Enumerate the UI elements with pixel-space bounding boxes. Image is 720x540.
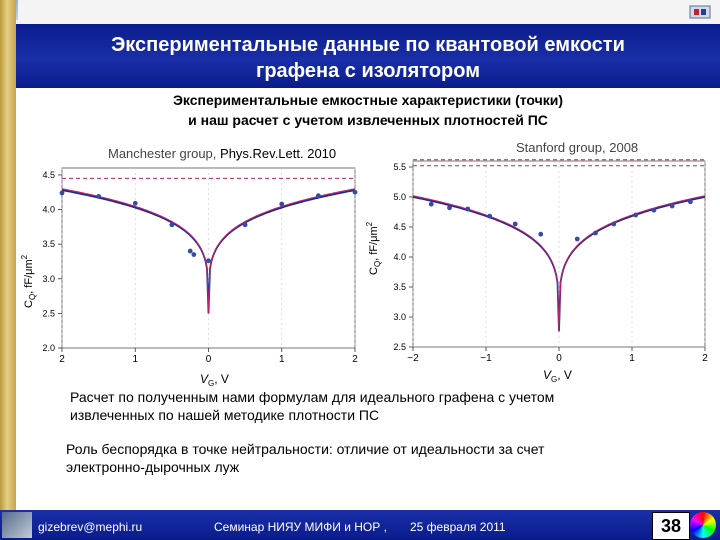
note-1-line-2: извлеченных по нашей методике плотности … — [70, 407, 380, 423]
right-data-point — [593, 230, 598, 236]
left-data-point — [352, 189, 358, 195]
right-x-tick-label: 1 — [629, 353, 635, 364]
left-x-tick-label: 2 — [59, 354, 65, 365]
left-data-point — [59, 190, 65, 196]
left-y-tick-label: 3.5 — [42, 239, 55, 249]
note-1-line-1: Расчет по полученным нами формулам для и… — [70, 389, 555, 405]
right-data-point — [428, 201, 434, 207]
top-strip — [16, 0, 720, 25]
right-data-point — [465, 206, 471, 212]
footer-seminar: Семинар НИЯУ МИФИ и НОР , — [214, 520, 387, 534]
left-ideal-curve — [61, 188, 356, 314]
slide-title-line-2: графена с изолятором — [255, 60, 480, 82]
left-y-tick-label: 4.0 — [42, 205, 55, 215]
right-data-point — [633, 212, 639, 218]
manchester-group-label: Manchester group, — [108, 146, 217, 161]
left-y-tick-label: 2.0 — [42, 343, 55, 353]
right-y-tick-label: 4.5 — [393, 222, 406, 232]
subtitle-line-2: и наш расчет с учетом извлеченных плотно… — [188, 112, 548, 128]
institute-logo — [689, 5, 711, 19]
right-x-tick-label: 0 — [556, 353, 562, 364]
stanford-chart: −2 −1 0 1 22.53.03.54.04.55.05.5 CQ, fF/μm2 … — [365, 159, 708, 384]
right-y-tick-label: 3.0 — [393, 312, 406, 322]
right-ideal-curve — [412, 195, 706, 332]
right-y-axis-label: CQ, fF/μm2 — [365, 221, 382, 275]
color-wheel-icon — [690, 512, 716, 538]
left-data-point — [187, 248, 193, 254]
right-data-point — [669, 203, 675, 209]
right-data-point — [574, 236, 580, 242]
left-data-point — [242, 222, 248, 228]
left-y-tick-label: 2.5 — [42, 308, 55, 318]
left-data-point — [191, 252, 197, 257]
manchester-label: Manchester group, Phys.Rev.Lett. 2010 — [108, 146, 336, 161]
left-x-axis-label: VG, V — [200, 372, 229, 388]
right-y-tick-label: 4.0 — [393, 252, 406, 262]
stanford-label: Stanford group, 2008 — [516, 140, 639, 155]
left-data-point — [169, 222, 175, 228]
slide-title-line-1: Экспериментальные данные по квантовой ем… — [111, 34, 625, 56]
subtitle-line-1: Экспериментальные емкостные характеристи… — [172, 92, 564, 108]
right-y-tick-label: 2.5 — [393, 342, 406, 352]
journal-reference: Phys.Rev.Lett. 2010 — [220, 146, 337, 161]
left-data-point — [206, 258, 211, 264]
note-2-line-2: электронно-дырочных луж — [66, 459, 240, 475]
left-x-tick-label: 1 — [279, 354, 285, 365]
note-2-line-1: Роль беспорядка в точке нейтральности: о… — [66, 441, 545, 457]
left-x-tick-label: 1 — [132, 354, 138, 365]
left-data-point — [96, 193, 102, 199]
left-data-point — [315, 193, 321, 199]
left-x-tick-label: 0 — [206, 354, 212, 365]
right-y-tick-label: 5.5 — [393, 162, 406, 172]
manchester-chart: 2 1 0 1 2 2.0 2.5 3.0 3.5 4.0 4.5 CQ, fF/μm2 VG, V — [20, 167, 358, 388]
right-data-point — [512, 221, 518, 227]
left-y-tick-label: 3.0 — [42, 274, 55, 284]
left-x-tick-label: 2 — [352, 354, 358, 365]
left-y-tick-label: 4.5 — [42, 170, 55, 180]
footer-thumbnail-image — [2, 512, 32, 538]
right-y-tick-label: 3.5 — [393, 282, 406, 292]
footer-date: 25 февраля 2011 — [410, 520, 506, 534]
left-data-point — [279, 201, 285, 207]
right-data-point — [611, 221, 617, 227]
right-data-point — [447, 205, 452, 211]
right-x-tick-label: 2 — [702, 353, 708, 364]
right-y-tick-label: 5.0 — [393, 192, 406, 202]
right-data-point — [688, 199, 693, 205]
page-number: 38 — [652, 512, 690, 540]
right-data-point — [651, 207, 657, 213]
right-data-point — [487, 213, 493, 219]
right-x-tick-label: −2 — [407, 353, 419, 364]
right-x-tick-label: −1 — [480, 353, 492, 364]
footer-email-link[interactable]: gizebrev@mephi.ru — [38, 520, 143, 534]
right-x-axis-label: VG, V — [543, 368, 572, 384]
side-decoration-bar — [0, 0, 16, 540]
left-y-axis-label: CQ, fF/μm2 — [20, 254, 37, 308]
left-data-point — [132, 200, 138, 206]
title-band: Экспериментальные данные по квантовой ем… — [16, 24, 720, 88]
footer-band — [0, 510, 720, 540]
right-data-point — [538, 231, 544, 237]
